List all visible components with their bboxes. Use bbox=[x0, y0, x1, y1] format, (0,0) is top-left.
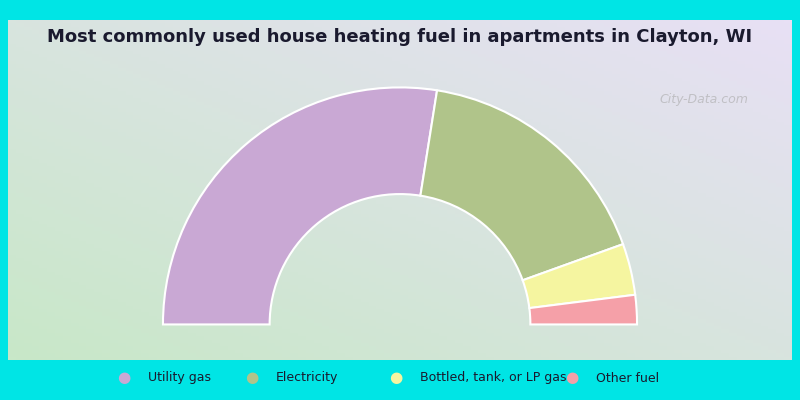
Text: City-Data.com: City-Data.com bbox=[659, 94, 749, 106]
Wedge shape bbox=[420, 90, 623, 280]
Text: ●: ● bbox=[566, 370, 578, 386]
Text: Most commonly used house heating fuel in apartments in Clayton, WI: Most commonly used house heating fuel in… bbox=[47, 28, 753, 46]
Wedge shape bbox=[530, 295, 637, 324]
Wedge shape bbox=[163, 88, 437, 324]
Text: Bottled, tank, or LP gas: Bottled, tank, or LP gas bbox=[420, 372, 566, 384]
Text: ●: ● bbox=[390, 370, 402, 386]
Text: ●: ● bbox=[118, 370, 130, 386]
Text: Utility gas: Utility gas bbox=[148, 372, 211, 384]
Text: ●: ● bbox=[246, 370, 258, 386]
Text: Other fuel: Other fuel bbox=[596, 372, 659, 384]
Text: Electricity: Electricity bbox=[276, 372, 338, 384]
Wedge shape bbox=[522, 244, 635, 308]
